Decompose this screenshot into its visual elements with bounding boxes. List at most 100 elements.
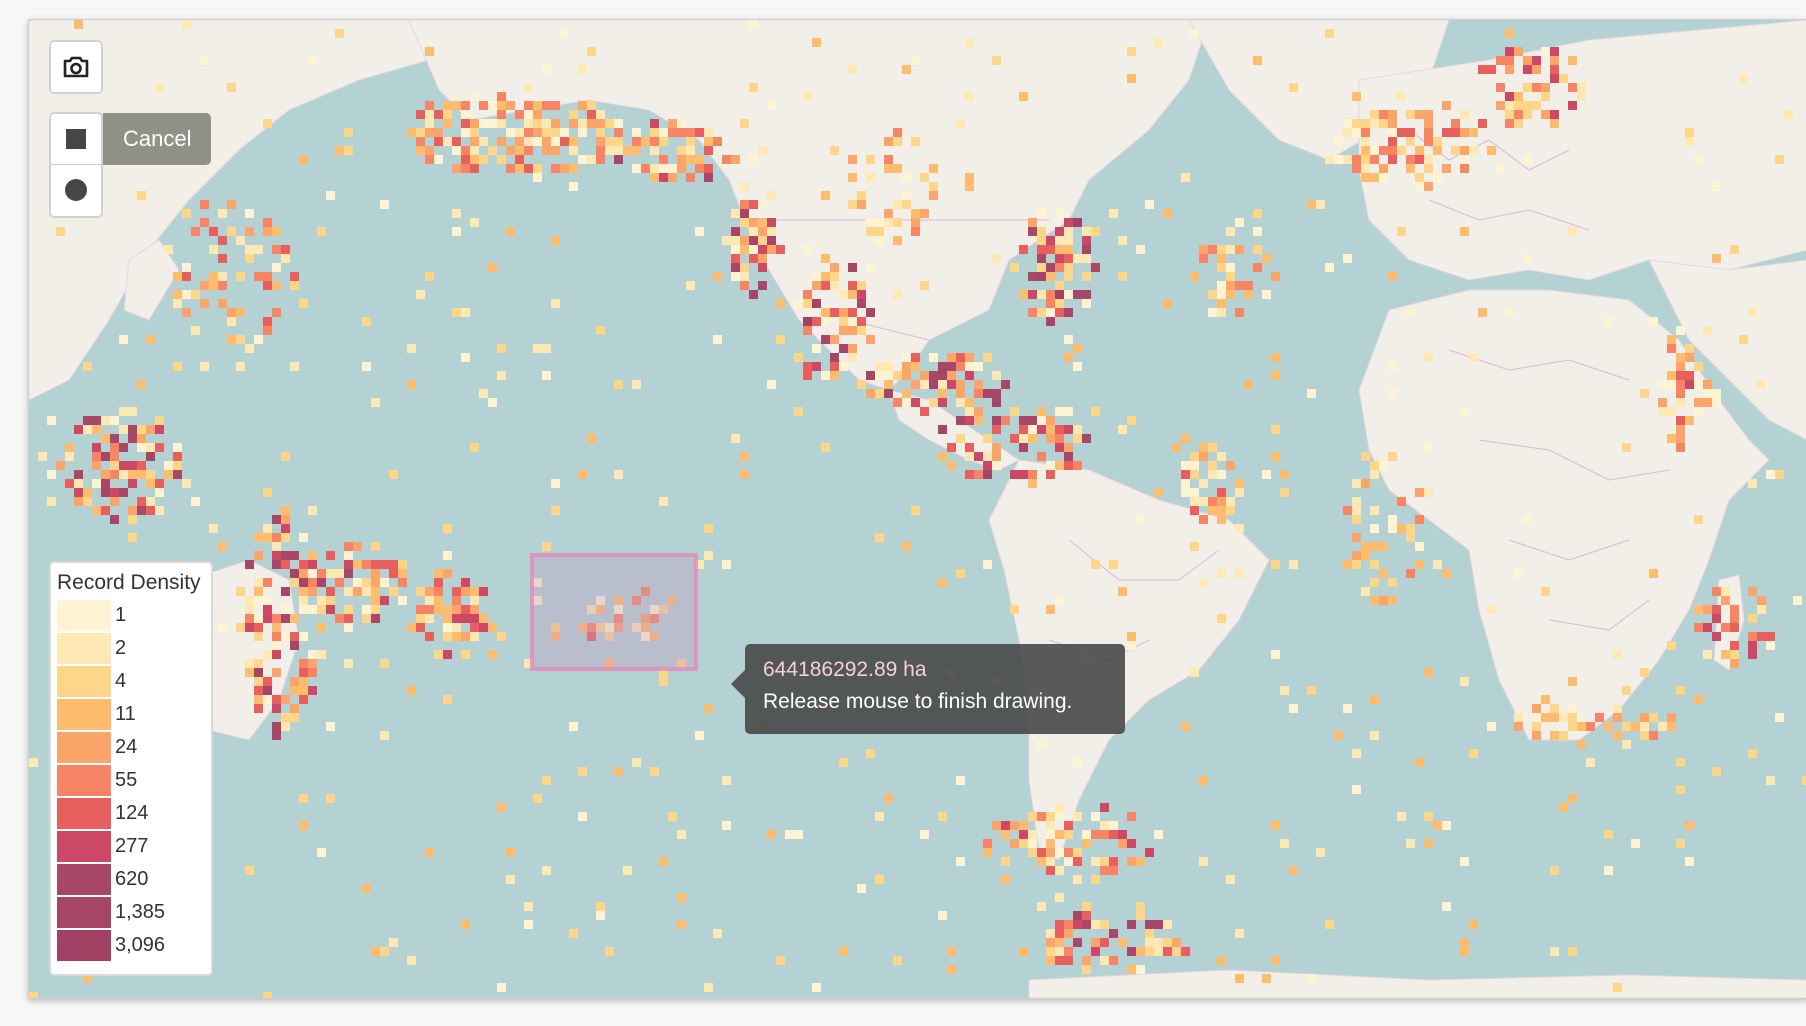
density-cell: [425, 119, 434, 128]
density-cell: [920, 830, 929, 839]
density-cell: [1109, 821, 1118, 830]
density-cell: [119, 443, 128, 452]
density-cell: [299, 578, 308, 587]
density-cell: [902, 191, 911, 200]
density-cell: [191, 497, 200, 506]
density-cell: [1064, 245, 1073, 254]
draw-rectangle-button[interactable]: [51, 114, 101, 164]
density-cell: [137, 380, 146, 389]
density-cell: [1721, 587, 1730, 596]
density-cell: [1676, 443, 1685, 452]
density-cell: [119, 461, 128, 470]
density-cell: [272, 263, 281, 272]
density-cell: [290, 686, 299, 695]
density-cell: [1541, 83, 1550, 92]
density-cell: [596, 128, 605, 137]
legend-label: 620: [115, 868, 149, 890]
density-cell: [1307, 974, 1316, 983]
density-cell: [353, 587, 362, 596]
density-cell: [1091, 875, 1100, 884]
density-cell: [875, 227, 884, 236]
density-cell: [596, 911, 605, 920]
density-cell: [281, 245, 290, 254]
density-cell: [614, 596, 623, 605]
density-cell: [1046, 956, 1055, 965]
density-cell: [1469, 353, 1478, 362]
density-cell: [857, 191, 866, 200]
density-cell: [1136, 947, 1145, 956]
density-cell: [101, 479, 110, 488]
density-cell: [1109, 857, 1118, 866]
density-cell: [1406, 839, 1415, 848]
density-cell: [146, 452, 155, 461]
density-cell: [830, 371, 839, 380]
density-cell: [1388, 452, 1397, 461]
density-cell: [902, 173, 911, 182]
density-cell: [1433, 146, 1442, 155]
density-cell: [371, 578, 380, 587]
density-cell: [272, 245, 281, 254]
density-cell: [857, 380, 866, 389]
density-cell: [1199, 443, 1208, 452]
density-cell: [1127, 857, 1136, 866]
density-cell: [821, 371, 830, 380]
density-cell: [1703, 650, 1712, 659]
density-cell: [317, 227, 326, 236]
density-cell: [803, 326, 812, 335]
density-cell: [83, 425, 92, 434]
density-cell: [515, 137, 524, 146]
density-cell: [1748, 479, 1757, 488]
density-cell: [83, 497, 92, 506]
density-cell: [209, 281, 218, 290]
density-cell: [335, 614, 344, 623]
density-cell: [1559, 731, 1568, 740]
density-cell: [596, 146, 605, 155]
density-cell: [767, 245, 776, 254]
map-container[interactable]: Cancel Record Density 1 2 4 11 24 55 124 277 620…: [28, 19, 1806, 999]
density-cell: [1190, 29, 1199, 38]
density-cell: [1388, 146, 1397, 155]
density-cell: [587, 155, 596, 164]
density-cell: [956, 380, 965, 389]
density-cell: [848, 281, 857, 290]
density-cell: [290, 677, 299, 686]
density-cell: [1505, 47, 1514, 56]
density-cell: [875, 362, 884, 371]
density-cell: [740, 218, 749, 227]
screenshot-button[interactable]: [51, 42, 101, 92]
density-cell: [1316, 848, 1325, 857]
density-cell: [263, 524, 272, 533]
density-cell: [686, 173, 695, 182]
density-cell: [1271, 650, 1280, 659]
density-cell: [1055, 866, 1064, 875]
density-cell: [479, 389, 488, 398]
density-cell: [1091, 560, 1100, 569]
density-cell: [632, 137, 641, 146]
density-cell: [1046, 938, 1055, 947]
density-cell: [650, 146, 659, 155]
density-cell: [794, 353, 803, 362]
density-cell: [128, 515, 137, 524]
density-cell: [938, 452, 947, 461]
cancel-draw-button[interactable]: Cancel: [103, 113, 212, 165]
density-cell: [1496, 56, 1505, 65]
density-cell: [1703, 326, 1712, 335]
density-cell: [254, 578, 263, 587]
density-cell: [767, 218, 776, 227]
density-cell: [1064, 821, 1073, 830]
density-cell: [1118, 587, 1127, 596]
density-cell: [1217, 263, 1226, 272]
density-cell: [452, 146, 461, 155]
density-cell: [884, 155, 893, 164]
density-cell: [1181, 479, 1190, 488]
density-cell: [227, 83, 236, 92]
drawn-rectangle[interactable]: [530, 553, 698, 671]
draw-circle-button[interactable]: [51, 164, 101, 215]
density-cell: [551, 146, 560, 155]
density-cell: [272, 551, 281, 560]
density-cell: [227, 227, 236, 236]
density-cell: [1046, 857, 1055, 866]
density-cell: [461, 308, 470, 317]
density-cell: [1676, 353, 1685, 362]
density-cell: [380, 659, 389, 668]
